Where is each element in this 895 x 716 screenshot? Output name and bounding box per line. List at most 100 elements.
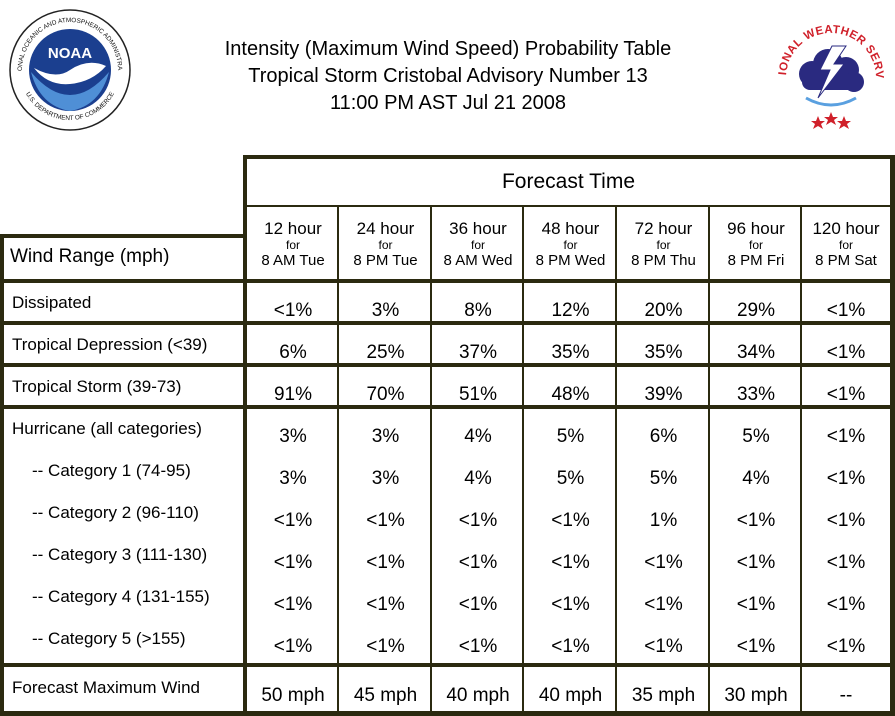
table-cell: 37% [458,342,498,363]
column-header-when: 8 PM Sat [815,252,877,269]
table-cell: <1% [736,636,776,657]
table-cell: 5% [649,468,678,489]
title-line-1: Intensity (Maximum Wind Speed) Probabili… [224,38,672,60]
table-cell: 33% [736,384,776,405]
table-cell: 12% [551,300,590,321]
table-cell: <1% [736,510,776,531]
table-cell: 3% [371,300,400,321]
table-cell: 91% [273,384,313,405]
table-cell: 4% [464,426,492,447]
table-cell: 8% [464,300,492,321]
title-line-2: Tropical Storm Cristobal Advisory Number… [248,65,648,87]
table-cell: 25% [366,342,405,363]
table-cell: 45 mph [353,685,418,706]
table-cell: <1% [644,552,683,573]
table-cell: 5% [742,426,770,447]
page-title: Intensity (Maximum Wind Speed) Probabili… [140,36,756,117]
table-cell: <1% [273,594,313,615]
column-header: 12 hour for 8 AM Tue [247,206,339,281]
table-cell: -- [839,685,853,706]
row-label: Forecast Maximum Wind [12,678,200,697]
table-cell: 39% [644,384,683,405]
table-cell: 5% [556,468,585,489]
table-cell: <1% [551,636,590,657]
table-cell: 4% [464,468,492,489]
table-cell: <1% [826,468,866,489]
table-cell: <1% [273,552,313,573]
nws-logo: NATIONAL WEATHER SERVICE [772,8,885,129]
table-cell: <1% [826,384,866,405]
column-header-for: for [378,238,393,252]
table-cell: 34% [736,342,776,363]
column-header-when: 8 AM Tue [261,252,325,269]
table-cell: <1% [551,552,590,573]
table-cell: <1% [826,510,866,531]
title-line-3: 11:00 PM AST Jul 21 2008 [329,92,567,114]
table-cell: <1% [366,552,405,573]
row-label: -- Category 5 (>155) [32,629,186,648]
table-cell: 40 mph [538,685,603,706]
table-cell: 48% [551,384,590,405]
column-header-for: for [656,238,671,252]
row-label: -- Category 1 (74-95) [32,461,191,480]
column-header-hours: 24 hour [356,219,415,238]
table-cell: 70% [366,384,405,405]
column-header-when: 8 PM Thu [631,252,696,269]
row-label: -- Category 2 (96-110) [32,503,199,522]
row-label: Tropical Storm (39-73) [12,377,182,396]
table-cell: <1% [458,636,498,657]
table-cell: <1% [458,510,498,531]
table-cell: <1% [458,594,498,615]
row-label: Tropical Depression (<39) [12,335,208,354]
column-header-hours: 96 hour [727,219,785,238]
table-cell: 51% [458,384,498,405]
column-header-for: for [748,238,763,252]
table-cell: <1% [826,426,866,447]
table-cell: <1% [826,300,866,321]
table-cell: 35 mph [631,685,696,706]
table-cell: <1% [273,300,313,321]
table-cell: 3% [279,426,307,447]
table-cell: 30 mph [724,685,788,706]
column-header: 48 hour for 8 PM Wed [524,206,617,281]
table-cell: 50 mph [261,685,325,706]
table-cell: <1% [551,510,590,531]
table-cell: 1% [649,510,678,531]
table-cell: 29% [736,300,776,321]
table-cell: <1% [366,510,405,531]
column-header-for: for [563,238,578,252]
table-cell: 6% [279,342,307,363]
table-cell: 6% [649,426,678,447]
column-header-for: for [470,238,485,252]
table-cell: 20% [644,300,683,321]
row-label: Hurricane (all categories) [12,419,202,438]
column-header-hours: 48 hour [541,219,600,238]
table-cell: <1% [826,552,866,573]
column-header: 72 hour for 8 PM Thu [617,206,710,281]
table-cell: 40 mph [446,685,510,706]
table-cell: <1% [826,636,866,657]
noaa-text: NOAA [48,45,92,62]
column-header-when: 8 PM Tue [353,252,418,269]
table-cell: <1% [366,594,405,615]
column-header-for: for [838,238,853,252]
table-cell: 3% [371,468,400,489]
column-header: 96 hour for 8 PM Fri [710,206,802,281]
forecast-time-header: Forecast Time [501,170,636,193]
row-label: -- Category 3 (111-130) [32,545,208,564]
column-header-hours: 120 hour [812,219,880,238]
table-cell: <1% [644,594,683,615]
column-header-hours: 72 hour [634,219,693,238]
table-cell: <1% [273,510,313,531]
table-cell: 35% [551,342,590,363]
column-header: 120 hour for 8 PM Sat [802,206,890,281]
table-cell: 4% [742,468,770,489]
column-header: 24 hour for 8 PM Tue [339,206,432,281]
table-cell: <1% [736,552,776,573]
table-cell: <1% [458,552,498,573]
column-header-hours: 36 hour [449,219,507,238]
column-header-when: 8 AM Wed [443,252,513,269]
column-header-for: for [285,238,300,252]
noaa-logo: NATIONAL OCEANIC AND ATMOSPHERIC ADMINIS… [8,8,131,131]
